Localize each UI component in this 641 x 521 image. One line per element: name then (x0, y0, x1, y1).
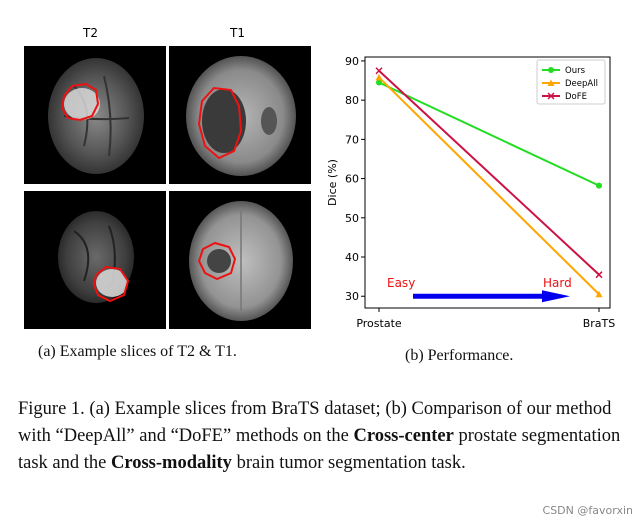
dice-performance-chart: Dice (%) 30 40 50 60 70 80 90 Prostate BraTS Ea… (326, 55, 615, 330)
t2-slice-bottom (24, 191, 166, 329)
x-tick-label: BraTS (583, 317, 616, 330)
t2-column-label: T2 (83, 26, 98, 40)
data-point (596, 182, 602, 189)
y-tick-label: 30 (345, 290, 359, 303)
series-line-deepall (378, 76, 600, 295)
y-tick-label: 80 (345, 94, 359, 107)
t1-slice-top-image (186, 56, 296, 176)
data-point (375, 73, 383, 81)
y-tick-label: 90 (345, 55, 359, 68)
caption-bold-cross-modality: Cross-modality (111, 453, 232, 473)
axes-frame (364, 56, 611, 309)
caption-text-2: prostate segmentation task and the (18, 426, 621, 473)
easy-hard-arrow (413, 290, 570, 303)
figure-caption: Figure 1. (a) Example slices from BraTS … (18, 396, 628, 477)
t1-slice-bottom-image (189, 201, 293, 321)
arrow-head (542, 290, 570, 303)
hard-annotation: Hard (543, 276, 572, 290)
t1-column-label: T1 (230, 26, 245, 40)
y-tick-label: 40 (345, 251, 359, 264)
data-point (547, 92, 555, 100)
y-axis-label: Dice (%) (326, 159, 339, 206)
caption-bold-cross-center: Cross-center (353, 426, 454, 446)
data-point (376, 79, 382, 86)
panel-b-caption: (b) Performance. (405, 347, 514, 364)
t2-slice-top (24, 46, 166, 184)
caption-text-3: brain tumor segmentation task. (231, 453, 466, 473)
legend-label: DoFE (565, 92, 587, 102)
data-point (375, 67, 383, 75)
y-tick-label: 50 (345, 212, 359, 225)
csdn-watermark: CSDN @favorxin (542, 504, 633, 517)
caption-text-1: Figure 1. (a) Example slices from BraTS … (18, 399, 612, 446)
data-point (595, 271, 603, 279)
t1-slice-top (169, 46, 311, 184)
y-tick-label: 60 (345, 173, 359, 186)
data-point (548, 67, 554, 73)
y-tick-label: 70 (345, 133, 359, 146)
x-ticks: Prostate BraTS (356, 308, 615, 330)
easy-annotation: Easy (387, 276, 415, 290)
data-point (595, 290, 603, 298)
series-line-dofe (378, 69, 600, 276)
series-layer (375, 67, 603, 298)
series-line-ours (378, 81, 600, 187)
legend-label: Ours (565, 66, 586, 76)
chart-legend: Ours DeepAll DoFE (536, 59, 606, 105)
t2-slice-top-image (48, 58, 144, 174)
panel-a-caption: (a) Example slices of T2 & T1. (38, 343, 237, 360)
y-ticks: 30 40 50 60 70 80 90 (345, 55, 365, 303)
t2-slice-bottom-image (58, 211, 134, 303)
data-point (547, 79, 555, 86)
t1-slice-bottom (169, 191, 311, 329)
x-tick-label: Prostate (356, 317, 402, 330)
legend-label: DeepAll (565, 79, 598, 89)
